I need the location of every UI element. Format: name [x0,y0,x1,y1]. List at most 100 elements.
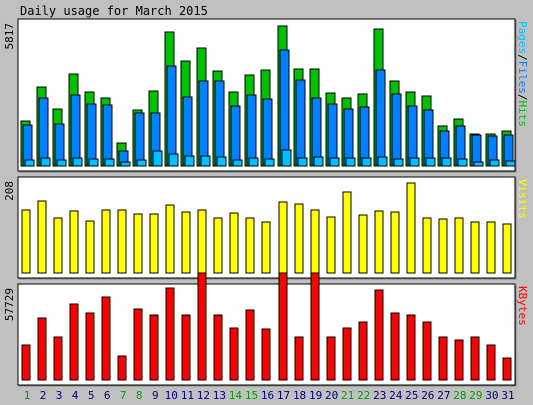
bar-visits-day-17 [278,201,288,274]
bar-kbytes-day-8 [133,308,143,381]
panel-legend: Pages/Files/Hits [516,21,529,127]
bar-files-day-21 [343,108,354,167]
x-tick-label: 27 [437,389,450,402]
bar-pages-day-24 [393,158,404,167]
bar-kbytes-day-17 [278,272,288,381]
chart-panels: 5817 Pages/Files/Hits 208 Visits 57729 KBytes [3,18,529,387]
bar-files-day-10 [166,65,177,167]
x-tick-label: 26 [421,389,434,402]
panel-max-label: 208 [3,181,16,201]
bar-kbytes-day-30 [486,344,496,381]
x-tick-label: 21 [341,389,354,402]
x-tick-label: 7 [120,389,127,402]
series-pages [24,149,516,167]
bar-pages-day-11 [184,155,195,167]
bar-files-day-8 [134,112,145,167]
bar-pages-day-16 [264,158,275,167]
x-tick-label: 16 [261,389,274,402]
bar-pages-day-10 [168,153,179,167]
x-axis-day-labels: 1 2 3 4 5 6 7 8 9 10 11 12 13 14 15 16 17 18 19 20 21 22 23 24 2… [24,389,515,402]
bar-visits-day-13 [213,217,223,274]
x-tick-label: 24 [389,389,403,402]
bar-files-day-15 [246,94,257,167]
bar-files-day-25 [407,105,418,167]
bar-files-day-17 [279,49,290,167]
panel-visits: 208 Visits [3,176,529,280]
x-tick-label: 6 [104,389,111,402]
x-tick-label: 1 [24,389,31,402]
panel-max-label: 5817 [3,23,16,50]
bar-pages-day-29 [473,161,484,167]
bar-visits-day-12 [197,209,207,274]
bar-pages-day-13 [216,156,227,167]
bar-pages-day-2 [40,157,51,167]
bar-visits-day-23 [374,210,384,274]
bar-kbytes-day-18 [294,336,304,381]
x-tick-label: 29 [469,389,482,402]
bar-pages-day-20 [329,157,340,167]
bar-pages-day-8 [136,159,147,167]
bar-visits-day-31 [502,223,512,274]
x-tick-label: 25 [405,389,418,402]
panel-legend: KBytes [516,286,529,326]
series-kbytes [21,272,512,381]
x-tick-label: 22 [357,389,370,402]
bar-pages-day-22 [361,157,372,167]
bar-kbytes-day-21 [342,327,352,381]
bar-kbytes-day-1 [21,344,31,381]
bar-kbytes-day-31 [502,357,512,381]
bar-pages-day-6 [104,158,115,167]
bar-files-day-19 [311,97,322,167]
bar-kbytes-day-22 [358,321,368,381]
bar-pages-day-9 [152,150,163,167]
bar-pages-day-21 [345,157,356,167]
legend-entry: Hits [516,101,529,128]
bar-kbytes-day-9 [149,314,159,381]
bar-files-day-6 [102,104,113,167]
bar-files-day-22 [359,106,370,167]
panel-max-label: 57729 [3,288,16,321]
bar-visits-day-21 [342,191,352,274]
series-visits [21,182,512,274]
x-tick-label: 5 [88,389,95,402]
panel-usage: 5817 Pages/Files/Hits [3,18,529,173]
x-tick-label: 30 [485,389,498,402]
bar-kbytes-day-7 [117,355,127,381]
bar-files-day-24 [391,93,402,167]
bar-visits-day-28 [454,217,464,274]
bar-kbytes-day-19 [310,272,320,381]
bar-files-day-18 [295,79,306,167]
bar-kbytes-day-12 [197,272,207,381]
bar-pages-day-1 [24,159,35,167]
x-tick-label: 31 [501,389,514,402]
bar-visits-day-24 [390,211,400,274]
bar-files-day-4 [70,94,81,167]
bar-files-day-2 [38,97,49,167]
bar-visits-day-30 [486,221,496,274]
x-tick-label: 4 [72,389,79,402]
x-tick-label: 28 [453,389,466,402]
bar-visits-day-25 [406,182,416,274]
bar-visits-day-15 [245,217,255,274]
bar-visits-day-1 [21,209,31,274]
bar-files-day-13 [214,80,225,167]
bar-kbytes-day-24 [390,312,400,381]
bar-visits-day-4 [69,210,79,274]
bar-kbytes-day-14 [229,327,239,381]
bar-kbytes-day-29 [470,336,480,381]
bar-pages-day-15 [248,157,259,167]
bar-kbytes-day-2 [37,317,47,381]
x-tick-label: 19 [309,389,322,402]
bar-pages-day-26 [425,157,436,167]
bar-pages-day-31 [505,160,516,167]
bar-visits-day-14 [229,212,239,274]
bar-visits-day-9 [149,213,159,274]
bar-kbytes-day-28 [454,339,464,381]
bar-pages-day-19 [313,156,324,167]
bar-files-day-5 [86,103,97,167]
bar-visits-day-6 [101,209,111,274]
bar-kbytes-day-27 [438,336,448,381]
bar-files-day-23 [375,69,386,167]
bar-pages-day-17 [281,149,292,167]
x-tick-label: 11 [181,389,194,402]
